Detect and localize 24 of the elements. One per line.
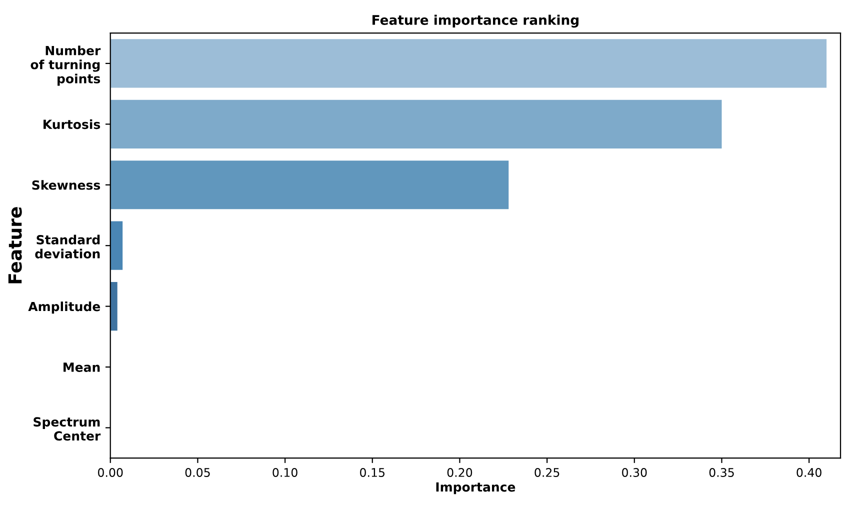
x-tick-label: 0.25 — [534, 468, 560, 477]
y-tick-label: Standard deviation — [35, 234, 100, 258]
chart-title: Feature importance ranking — [372, 14, 578, 28]
x-axis-title: Importance — [436, 482, 516, 494]
y-tick-label: Kurtosis — [44, 119, 100, 130]
y-tick-label: Number of turning points — [30, 46, 101, 86]
bar — [110, 221, 123, 270]
x-tick-label: 0.10 — [272, 468, 298, 477]
x-tick-label: 0.20 — [447, 468, 472, 477]
bar — [110, 282, 118, 331]
y-tick-label: Spectrum Center — [34, 417, 101, 441]
y-tick-label: Mean — [64, 362, 100, 372]
x-tick-label: 0.35 — [709, 468, 734, 477]
y-axis-title: Feature — [8, 207, 22, 284]
x-tick-label: 0.05 — [185, 468, 210, 477]
bar — [110, 160, 509, 210]
x-tick-label: 0.00 — [98, 468, 123, 477]
x-tick-label: 0.15 — [360, 468, 384, 477]
y-tick-label: Amplitude — [28, 302, 100, 314]
bar — [110, 100, 722, 148]
x-tick-label: 0.30 — [622, 468, 647, 477]
y-tick-label: Skewness — [32, 180, 100, 190]
bar — [110, 39, 827, 88]
x-tick-label: 0.40 — [796, 468, 822, 477]
